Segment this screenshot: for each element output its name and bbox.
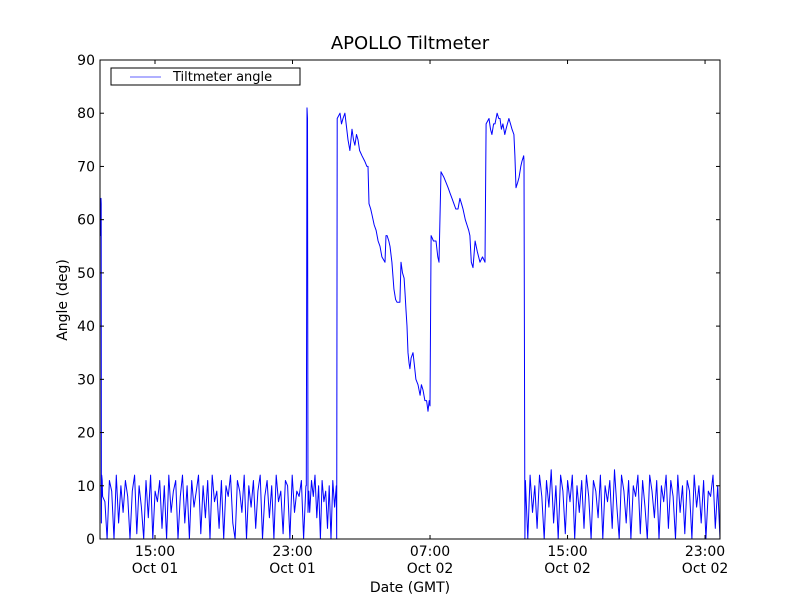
y-tick-label: 70: [77, 159, 95, 175]
x-tick-label-time: 15:00: [547, 544, 587, 560]
plot-frame: [99, 59, 721, 540]
x-tick-label-date: Oct 02: [544, 561, 590, 577]
y-tick-label: 50: [77, 266, 95, 282]
x-tick-label-date: Oct 02: [682, 561, 728, 577]
series-line-0: [99, 107, 721, 540]
y-tick-label: 90: [77, 53, 95, 69]
x-tick-label-time: 15:00: [135, 544, 175, 560]
y-tick-label: 80: [77, 106, 95, 122]
y-tick-label: 0: [86, 532, 95, 548]
x-tick-label-time: 23:00: [272, 544, 312, 560]
legend: Tiltmeter angle: [110, 67, 301, 86]
x-tick-label-date: Oct 01: [269, 561, 315, 577]
plot-area: [99, 107, 721, 540]
legend-label: Tiltmeter angle: [172, 70, 272, 85]
x-tick-label-time: 23:00: [685, 544, 725, 560]
x-tick-label-date: Oct 01: [132, 561, 178, 577]
y-tick-label: 10: [77, 479, 95, 495]
y-axis-label: Angle (deg): [55, 259, 71, 341]
y-tick-label: 30: [77, 372, 95, 388]
y-tick-label: 40: [77, 319, 95, 335]
x-axis-label: Date (GMT): [370, 580, 450, 596]
y-tick-label: 20: [77, 426, 95, 442]
y-tick-label: 60: [77, 213, 95, 229]
x-tick-label-time: 07:00: [410, 544, 450, 560]
chart-title: APOLLO Tiltmeter: [331, 33, 490, 54]
x-tick-label-date: Oct 02: [407, 561, 453, 577]
legend-box: [110, 67, 301, 86]
